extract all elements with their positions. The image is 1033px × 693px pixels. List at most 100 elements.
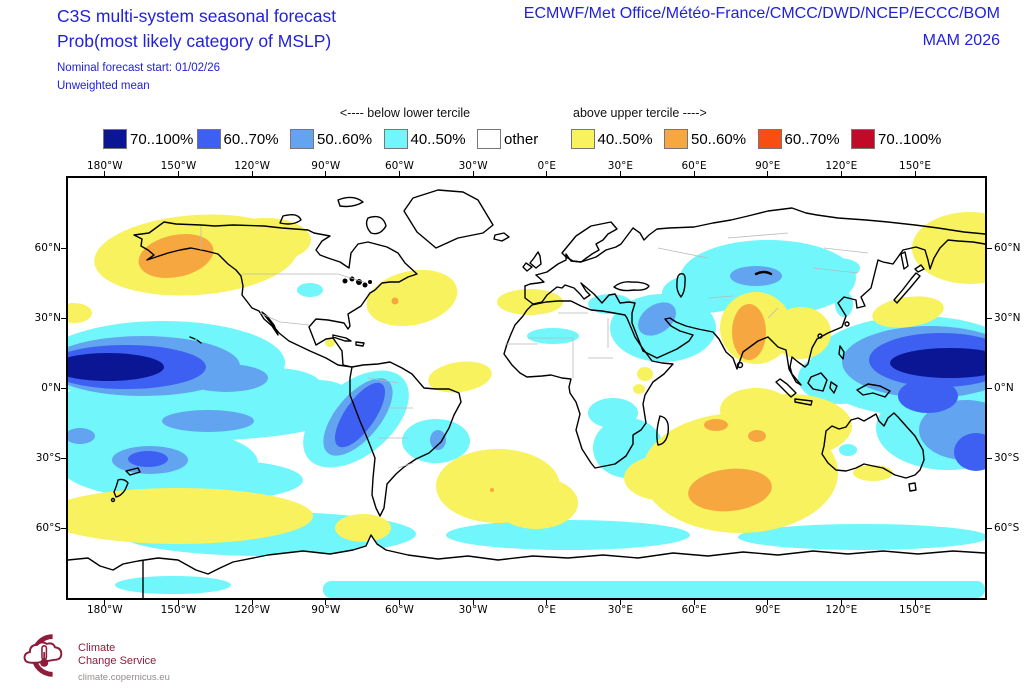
legend-swatch [851,129,875,149]
lon-tick-label-bottom: 150°W [160,604,197,616]
legend-range-label: 40..50% [597,130,653,148]
great-lakes [342,276,372,288]
lon-tick-label-top: 30°W [458,160,488,172]
lat-tick-label-right: 60°S [994,521,1020,534]
lat-tick-left [61,387,66,389]
lon-tick-bottom [914,600,916,605]
lon-tick-label-bottom: 90°E [755,604,781,616]
legend-swatch [757,129,782,149]
legend-item-below-6070: 60..70% [196,129,291,149]
lon-tick-label-top: 120°W [234,160,270,172]
lat-tick-label-left: 60°S [35,521,61,534]
lat-tick-right [987,247,992,249]
lon-tick-top [619,171,621,176]
lon-tick-top [914,171,916,176]
lat-tick-label-left: 0°N [41,381,61,394]
lat-tick-left [61,317,66,319]
lon-tick-label-top: 30°E [607,160,634,172]
region-above-50-60 [138,233,772,512]
lon-tick-label-bottom: 30°W [458,604,488,616]
legend-item-above-5060: 50..60% [664,129,758,149]
lon-tick-label-bottom: 60°E [681,604,707,616]
legend-range-label: 60..70% [784,130,840,148]
lat-tick-right [987,527,992,529]
lon-tick-top [472,171,474,176]
legend-above-tercile-label: above upper tercile ----> [573,106,707,120]
lon-tick-bottom [693,600,695,605]
legend-item-other-other: other [477,129,571,149]
lon-tick-label-top: 90°W [311,160,341,172]
lon-tick-label-top: 150°E [899,160,931,172]
lat-tick-right [987,387,992,389]
legend-range-label: 50..60% [691,130,747,148]
region-polar-below-40-50 [115,576,985,598]
legend-swatch [103,129,127,149]
lon-tick-bottom [840,600,842,605]
lon-tick-bottom [472,600,474,605]
lon-tick-label-bottom: 120°W [234,604,270,616]
lon-tick-bottom [251,600,253,605]
lat-tick-label-right: 0°N [994,381,1014,394]
legend-item-above-4050: 40..50% [570,129,665,149]
lat-tick-label-right: 60°N [994,241,1021,254]
lat-tick-label-left: 30°S [35,451,61,464]
lon-tick-bottom [619,600,621,605]
lat-tick-right [987,457,992,459]
legend-range-label: 70..100% [878,130,942,148]
legend: 70..100% 60..70% 50..60% 40..50% other 40..50… [103,129,945,149]
legend-below-tercile-label: <---- below lower tercile [339,106,471,120]
lon-tick-label-bottom: 60°W [384,604,414,616]
legend-range-label: 40..50% [410,130,466,148]
legend-item-below-4050: 40..50% [383,129,478,149]
lon-tick-top [693,171,695,176]
lon-tick-top [840,171,842,176]
antarctica-coastline [68,534,985,575]
lon-tick-top [104,171,106,176]
lon-tick-top [251,171,253,176]
map-canvas [68,189,985,598]
forecast-start-text: Nominal forecast start: 01/02/26 [57,62,220,74]
lon-tick-bottom [104,600,106,605]
lon-tick-top [398,171,400,176]
season-label: MAM 2026 [922,32,1000,49]
lon-tick-top [767,171,769,176]
lon-tick-label-top: 180°W [86,160,123,172]
world-map [66,176,987,600]
lon-tick-label-bottom: 30°E [607,604,634,616]
legend-range-label: 70..100% [130,130,194,148]
lon-tick-top [546,171,548,176]
weighting-text: Unweighted mean [57,80,150,92]
lon-tick-label-top: 0°E [537,160,557,172]
legend-swatch [477,129,501,149]
lon-tick-top [177,171,179,176]
lon-tick-bottom [398,600,400,605]
lon-tick-label-bottom: 180°W [86,604,123,616]
lon-tick-label-bottom: 90°W [311,604,341,616]
legend-item-above-70100: 70..100% [851,129,945,149]
lat-tick-label-right: 30°S [994,451,1020,464]
lon-tick-label-top: 120°E [825,160,858,172]
lat-tick-left [61,527,66,529]
legend-swatch [664,129,688,149]
coastlines [110,189,985,517]
lon-tick-label-bottom: 150°E [899,604,931,616]
lon-tick-label-top: 60°E [681,160,707,172]
legend-item-below-70100: 70..100% [103,129,197,149]
lon-tick-label-bottom: 0°E [537,604,557,616]
legend-swatch [383,129,408,149]
legend-range-label: other [504,130,539,148]
legend-range-label: 60..70% [223,130,279,148]
legend-item-below-5060: 50..60% [290,129,384,149]
lon-tick-label-top: 150°W [160,160,197,172]
legend-range-label: 50..60% [317,130,373,148]
logo-service-name: Climate Change Service [78,642,157,667]
lon-tick-label-top: 60°W [384,160,414,172]
logo-url-text: climate.copernicus.eu [78,672,170,683]
lat-tick-left [61,247,66,249]
legend-item-above-6070: 60..70% [757,129,852,149]
legend-swatch [570,129,595,149]
lon-tick-bottom [546,600,548,605]
lat-tick-label-left: 60°N [34,241,61,254]
page-subtitle-variable: Prob(most likely category of MSLP) [57,31,332,51]
